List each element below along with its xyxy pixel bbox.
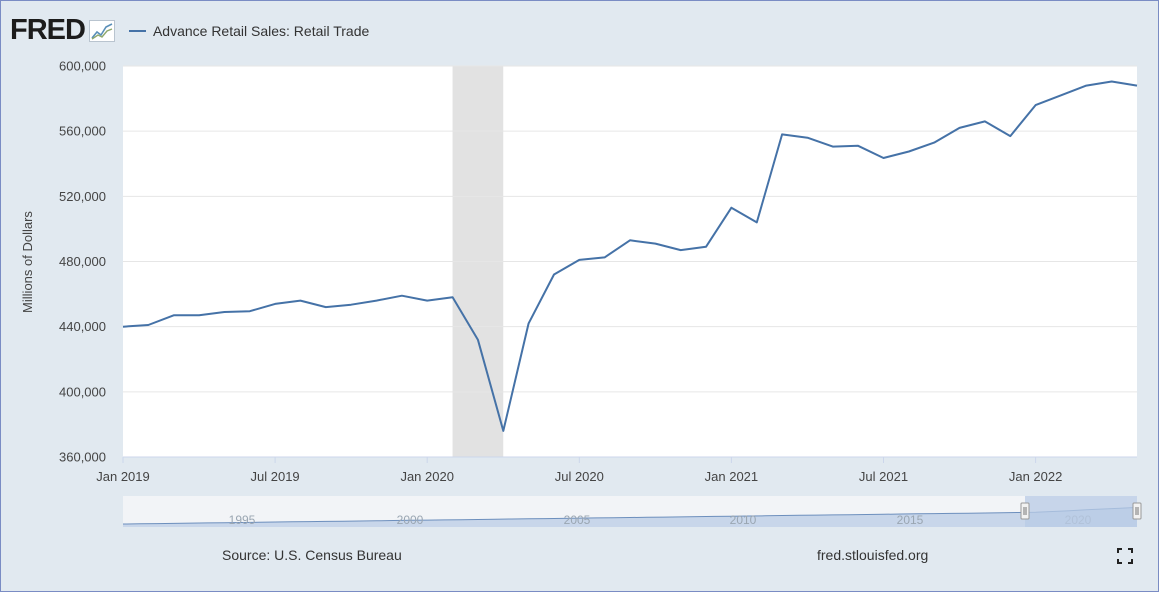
navigator-year-label: 2010 bbox=[730, 513, 757, 527]
chart-header: FRED Advance Retail Sales: Retail Trade bbox=[10, 12, 369, 48]
x-tick-label: Jul 2021 bbox=[859, 469, 908, 484]
navigator-area bbox=[123, 507, 1137, 527]
navigator[interactable]: 199520002005201020152020 bbox=[122, 496, 1142, 527]
fred-site-link[interactable]: fred.stlouisfed.org bbox=[817, 547, 929, 563]
y-tick-label: 560,000 bbox=[59, 124, 106, 139]
source-text: Source: U.S. Census Bureau bbox=[222, 547, 402, 563]
fred-logo-graph-icon bbox=[88, 20, 115, 42]
y-tick-label: 480,000 bbox=[59, 254, 106, 269]
legend-swatch bbox=[128, 30, 146, 32]
y-tick-label: 600,000 bbox=[59, 59, 106, 74]
navigator-handle-right[interactable] bbox=[1132, 502, 1142, 520]
fred-logo[interactable]: FRED bbox=[10, 13, 86, 46]
navigator-year-label: 2005 bbox=[564, 513, 591, 527]
navigator-year-label: 1995 bbox=[229, 513, 256, 527]
y-tick-label: 400,000 bbox=[59, 384, 106, 399]
fullscreen-icon[interactable] bbox=[1117, 548, 1133, 564]
x-tick-label: Jul 2020 bbox=[555, 469, 604, 484]
x-tick-label: Jan 2020 bbox=[400, 469, 454, 484]
series-line bbox=[122, 80, 1138, 432]
x-tick-label: Jan 2019 bbox=[96, 469, 150, 484]
y-tick-label: 440,000 bbox=[59, 319, 106, 334]
x-tick-label: Jan 2022 bbox=[1009, 469, 1063, 484]
x-tick-label: Jul 2019 bbox=[251, 469, 300, 484]
x-tick-label: Jan 2021 bbox=[705, 469, 759, 484]
y-tick-label: 520,000 bbox=[59, 189, 106, 204]
navigator-handle-left[interactable] bbox=[1020, 502, 1030, 520]
y-tick-label: 360,000 bbox=[59, 450, 106, 465]
navigator-selection[interactable] bbox=[1025, 496, 1137, 527]
navigator-line bbox=[122, 506, 1138, 525]
y-axis-label: Millions of Dollars bbox=[20, 211, 35, 313]
navigator-year-label: 2015 bbox=[897, 513, 924, 527]
legend-label: Advance Retail Sales: Retail Trade bbox=[152, 23, 370, 39]
legend: Advance Retail Sales: Retail Trade bbox=[128, 23, 370, 39]
navigator-year-label: 2000 bbox=[397, 513, 424, 527]
